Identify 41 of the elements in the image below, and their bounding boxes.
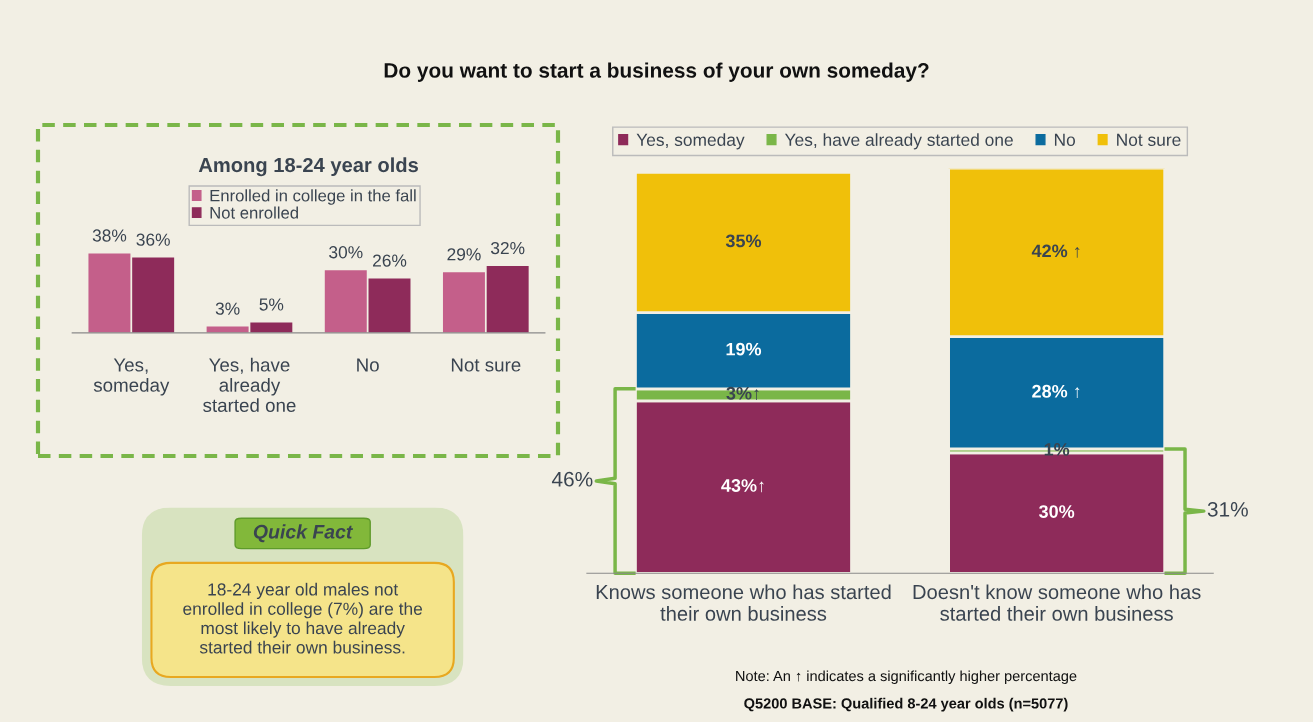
data-label: 43%↑ <box>721 479 764 493</box>
data-label: 5% <box>259 298 284 311</box>
text: Note: An ↑ indicates a significantly higher percentage <box>736 670 1077 685</box>
bar <box>486 265 529 333</box>
data-label: 30% <box>329 246 363 259</box>
bar <box>324 270 367 333</box>
annotation: 46% <box>551 471 593 487</box>
bar <box>368 278 411 333</box>
bar <box>442 272 485 333</box>
legend-label: Yes, someday <box>636 133 745 150</box>
x-tick-label: Knows someone who has started their own business <box>596 584 891 621</box>
chart-title: Among 18-24 year olds <box>198 157 418 177</box>
data-label: 19% <box>726 342 762 356</box>
chart-title: Do you want to start a business of your own someday? <box>384 62 929 82</box>
x-tick-label: Yes, someday <box>93 358 170 396</box>
bar <box>88 253 131 333</box>
text: Q5200 BASE: Qualified 8-24 year olds (n=5077) <box>744 697 1068 712</box>
x-tick-label: Doesn't know someone who has started their own business <box>913 584 1201 621</box>
data-label: 26% <box>373 254 407 267</box>
annotation: 31% <box>1207 501 1248 517</box>
legend-label: Not enrolled <box>210 206 298 219</box>
x-tick-label: No <box>357 358 379 372</box>
legend-label: Enrolled in college in the fall <box>210 189 416 205</box>
legend-label: Not sure <box>1117 133 1181 146</box>
data-label: 38% <box>92 229 127 242</box>
legend-label: No <box>1054 133 1076 146</box>
legend-label: Yes, have already started one <box>784 133 1013 150</box>
data-label: 36% <box>136 233 170 246</box>
data-label: 32% <box>490 241 525 255</box>
text: Quick Fact <box>253 524 354 543</box>
bar <box>132 257 175 333</box>
data-label: 28% ↑ <box>1032 384 1080 399</box>
bar <box>250 322 293 333</box>
data-label: 35% <box>725 234 762 248</box>
data-label: 30% <box>1038 505 1075 518</box>
data-label: 3% <box>215 302 240 315</box>
text: 18-24 year old males not enrolled in college (7%) are the most likely to have already started their own business. <box>183 582 423 654</box>
data-label: 29% <box>447 248 481 261</box>
x-tick-label: Yes, have already started one <box>203 357 296 413</box>
data-label: 42% ↑ <box>1031 244 1080 258</box>
x-tick-label: Not sure <box>451 358 521 372</box>
